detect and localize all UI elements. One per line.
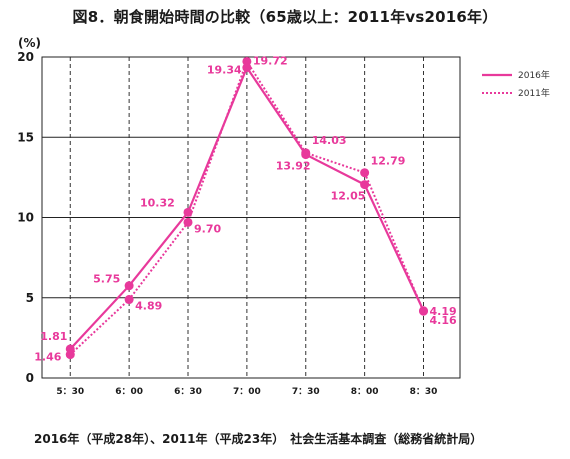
plot-frame [41,56,461,379]
y-tick-label: 10 [17,211,34,225]
data-label-2016: 19.34 [207,64,242,77]
data-label-2011: 14.03 [312,134,347,147]
legend: 2016年 2011年 [482,69,550,99]
data-label-2016: 4.19 [429,305,456,318]
data-point [301,150,311,160]
x-tick-label: 7：00 [233,387,261,397]
data-label-2016: 5.75 [93,273,120,286]
data-point [65,344,75,354]
data-label-2016: 10.32 [140,196,175,209]
data-label-2016: 1.81 [40,330,67,343]
data-labels: 1.81 5.75 10.32 19.34 13.92 12.05 4.19 1.46 4.89… [34,54,457,363]
y-tick-label: 0 [26,371,34,385]
y-tick-label: 5 [26,291,34,305]
data-point [418,306,428,316]
data-label-2011: 1.46 [34,351,61,364]
x-tick-label: 6：00 [115,387,143,397]
legend-label-2016: 2016年 [518,69,550,81]
y-tick-label: 20 [17,50,34,64]
x-tick-label: 6：30 [174,387,202,397]
data-point [183,207,193,217]
series-lines [65,56,428,360]
source-note: 2016年（平成28年）、2011年（平成23年） 社会生活基本調査（総務省統計… [34,432,483,446]
data-point [124,281,134,291]
data-point [360,180,370,190]
x-tick-label: 7：30 [292,387,320,397]
chart-title: 図8．朝食開始時間の比較（65歳以上：2011年vs2016年） [72,8,498,26]
data-label-2011: 4.16 [429,314,456,327]
legend-label-2011: 2011年 [518,87,550,99]
data-label-2016: 13.92 [276,160,311,173]
y-axis-unit: (%) [18,36,41,50]
x-tick-label: 8：30 [410,387,438,397]
data-point [360,168,370,178]
data-point [242,63,252,73]
y-tick-label: 15 [17,130,34,144]
grid-lines [42,57,460,378]
data-label-2016: 12.05 [331,190,366,203]
data-label-2011: 4.89 [135,300,162,313]
data-label-2011: 9.70 [194,222,221,235]
data-point [183,217,193,227]
x-tick-label: 5：30 [56,387,84,397]
data-label-2011: 19.72 [253,54,288,67]
data-point [124,295,134,305]
x-tick-label: 8：00 [351,387,379,397]
axes: 0 5 10 15 20(%) 5：30 6：00 6：30 7：00 7：30 8：00 8：30 [17,36,461,397]
data-label-2011: 12.79 [371,155,406,168]
